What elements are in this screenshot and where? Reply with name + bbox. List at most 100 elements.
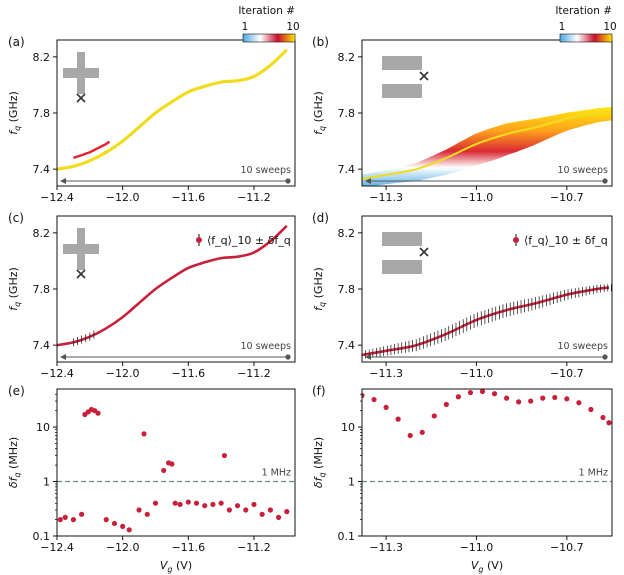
data-point xyxy=(383,404,389,410)
y-axis-subscript: q xyxy=(13,302,22,307)
data-point xyxy=(479,389,486,395)
x-tick-label: −11.2 xyxy=(237,541,271,554)
y-axis-unit: (MHz) xyxy=(7,437,20,473)
data-point xyxy=(600,414,606,421)
data-point xyxy=(528,398,534,404)
data-point xyxy=(62,514,68,520)
x-axis-symbol: V xyxy=(471,559,480,572)
y-axis-symbol: f xyxy=(7,305,20,311)
data-point xyxy=(516,399,522,405)
y-tick-label: 7.8 xyxy=(33,107,51,120)
data-point xyxy=(103,517,109,523)
legend-marker xyxy=(196,237,202,243)
data-point xyxy=(141,431,147,437)
y-tick-label: 7.8 xyxy=(33,283,51,296)
data-point xyxy=(552,394,558,401)
data-line xyxy=(57,224,288,347)
data-point xyxy=(259,511,265,517)
data-point xyxy=(202,503,208,509)
y-axis-label: fq (GHz) xyxy=(312,267,327,311)
data-point xyxy=(243,507,249,513)
data-point xyxy=(395,416,401,422)
data-point xyxy=(284,509,290,515)
sweeps-annotation: 10 sweeps xyxy=(558,341,609,352)
y-axis-symbol: δf xyxy=(7,475,20,488)
data-line xyxy=(362,286,610,357)
data-point xyxy=(540,395,546,401)
figure-layer: (a)−12.4 −12.0 −11.6 −11.27.47.88.2fq (GHz)… xyxy=(7,5,617,574)
data-point xyxy=(467,389,474,396)
y-tick-label: 7.4 xyxy=(33,163,51,176)
y-tick-label: 0.1 xyxy=(338,530,356,543)
data-point xyxy=(503,395,510,401)
x-tick-label: −10.7 xyxy=(550,367,584,380)
panel-label: (d) xyxy=(312,211,329,225)
sweep-start-dot xyxy=(285,178,291,184)
data-point xyxy=(111,520,118,527)
threshold-label: 1 MHz xyxy=(579,468,608,479)
plot-frame xyxy=(361,39,613,187)
data-point xyxy=(234,503,241,509)
inset-cross-device xyxy=(63,228,99,279)
plot-area xyxy=(362,284,612,359)
inset-bars-device xyxy=(382,56,429,98)
data-point xyxy=(79,511,85,517)
plot-frame xyxy=(56,215,296,363)
x-tick-label: −11.6 xyxy=(171,191,205,204)
x-axis-unit: (V) xyxy=(484,559,504,572)
data-point xyxy=(362,392,365,399)
threshold-label: 1 MHz xyxy=(262,468,291,479)
y-axis-symbol: δf xyxy=(312,475,325,488)
x-axis-symbol: V xyxy=(160,559,169,572)
data-point xyxy=(210,501,216,508)
data-line xyxy=(362,110,610,180)
panel-label: (c) xyxy=(8,211,24,225)
x-axis-subscript: g xyxy=(478,565,483,574)
sweep-start-dot xyxy=(602,178,608,184)
plot-frame xyxy=(56,388,296,537)
top-bar xyxy=(382,232,422,246)
legend-marker xyxy=(513,237,519,243)
x-tick-label: −12.0 xyxy=(106,191,140,204)
x-tick-label: −12.4 xyxy=(40,191,74,204)
plot-frame xyxy=(361,215,613,363)
data-point xyxy=(431,413,437,419)
early-sweep-line xyxy=(72,140,111,160)
x-tick-label: −11.0 xyxy=(460,191,494,204)
data-point xyxy=(70,517,77,523)
data-point xyxy=(177,501,183,508)
colorbar-min: 1 xyxy=(559,21,566,33)
plot-area xyxy=(57,406,290,533)
x-tick-label: −11.3 xyxy=(369,541,403,554)
plot-frame xyxy=(56,39,296,187)
plot-area xyxy=(362,389,612,439)
y-axis-unit: (GHz) xyxy=(7,91,20,126)
y-tick-label: 0.1 xyxy=(33,530,51,543)
y-tick-label: 7.8 xyxy=(338,107,356,120)
data-point xyxy=(120,523,126,530)
colorbar xyxy=(242,33,296,43)
probe-x-marker xyxy=(419,247,429,257)
y-axis-subscript: q xyxy=(318,472,327,477)
colorbar-title: Iteration # xyxy=(555,5,612,17)
x-tick-label: −10.7 xyxy=(550,191,584,204)
y-axis-symbol: f xyxy=(312,129,325,135)
data-line xyxy=(57,48,288,171)
panel-label: (e) xyxy=(8,384,25,398)
x-axis-label: Vg (V) xyxy=(160,559,192,574)
data-point xyxy=(226,507,232,513)
x-axis-label: Vg (V) xyxy=(471,559,503,574)
top-bar xyxy=(382,56,422,70)
cross-horizontal-bar xyxy=(63,68,99,78)
sweep-arrow-head xyxy=(365,178,371,184)
x-tick-label: −12.4 xyxy=(40,541,74,554)
colorbar-min: 1 xyxy=(242,21,249,33)
data-point xyxy=(169,461,175,467)
y-axis-label: δfq (MHz) xyxy=(7,437,22,488)
data-point xyxy=(218,500,224,506)
panel-label: (b) xyxy=(312,35,329,49)
data-point xyxy=(419,429,425,435)
sweeps-annotation: 10 sweeps xyxy=(558,165,609,176)
probe-x-marker xyxy=(419,71,429,81)
